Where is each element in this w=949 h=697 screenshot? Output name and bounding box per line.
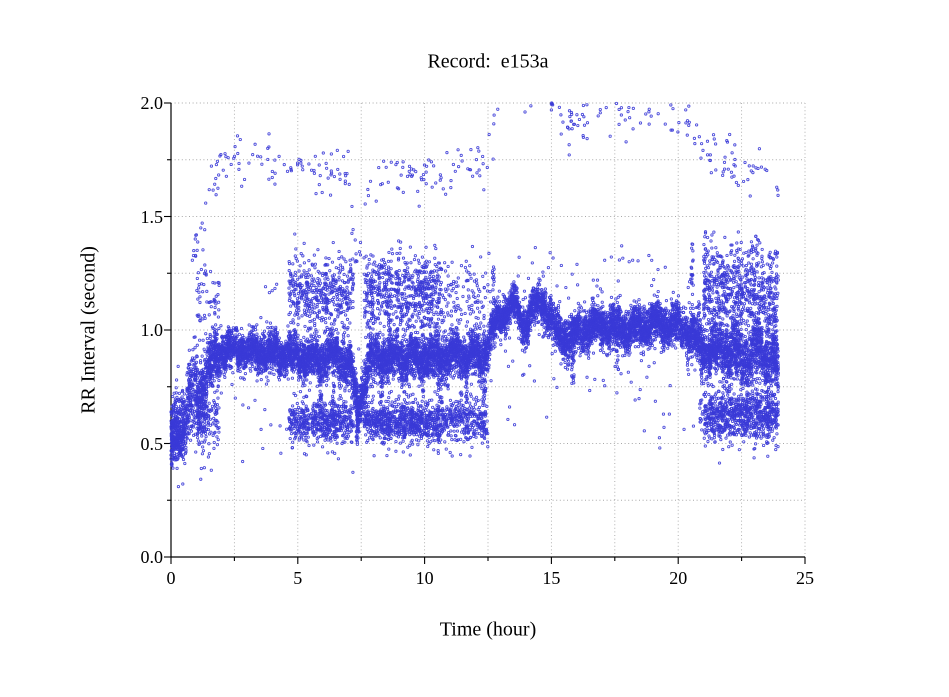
x-tick-label: 5 <box>293 568 303 588</box>
y-tick-label: 0.5 <box>140 433 164 454</box>
x-tick-label: 15 <box>542 568 561 588</box>
y-tick-label: 0.0 <box>140 547 164 567</box>
y-axis-label: RR Interval (second) <box>77 246 100 414</box>
x-tick-label: 25 <box>796 568 814 588</box>
x-tick-label: 20 <box>669 568 688 588</box>
y-tick-label: 1.0 <box>140 320 164 340</box>
y-tick-label: 1.5 <box>140 206 164 227</box>
x-tick-label: 10 <box>415 568 434 588</box>
y-tick-label: 2.0 <box>140 93 164 113</box>
chart-title: Record: e153a <box>427 50 549 73</box>
x-axis-label: Time (hour) <box>439 618 537 641</box>
x-tick-label: 0 <box>166 568 176 588</box>
